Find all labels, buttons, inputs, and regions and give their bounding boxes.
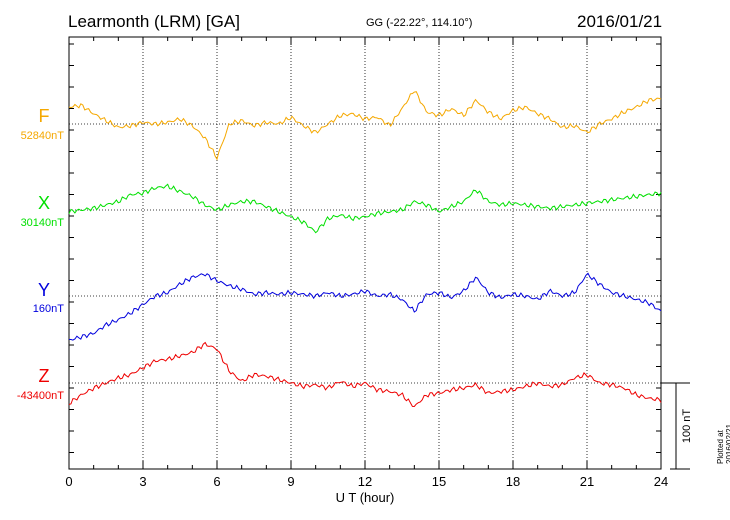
component-label-z: Z [38,366,50,386]
x-tick-label: 15 [432,474,446,489]
plot-date: 2016/01/21 [577,12,663,31]
baseline-label-x: 30140nT [20,217,64,229]
station-title: Learmonth (LRM) [GA] [68,12,240,31]
series-y-line [68,272,662,341]
plotted-timestamp: Plotted at 2016/02/21 01:35 UT [716,423,730,464]
component-label-x: X [37,193,50,213]
series-z-line [68,341,662,408]
baseline-label-y: 160nT [32,303,64,315]
x-tick-label: 18 [506,474,520,489]
x-tick-label: 12 [358,474,372,489]
station-coordinates: GG (-22.22°, 114.10°) [366,17,473,29]
baseline-label-z: -43400nT [16,390,64,402]
x-tick-label: 0 [65,474,72,489]
x-tick-label: 6 [213,474,220,489]
x-tick-label: 9 [287,474,294,489]
scale-bar-label: 100 nT [681,409,693,444]
x-tick-label: 3 [139,474,146,489]
x-tick-label: 21 [580,474,594,489]
x-axis-label: U T (hour) [335,490,395,505]
series-x-line [68,183,662,234]
baseline-label-f: 52840nT [20,130,64,142]
component-label-f: F [38,106,50,126]
x-tick-label: 24 [654,474,668,489]
component-label-y: Y [37,280,50,300]
series-f-line [68,91,662,161]
